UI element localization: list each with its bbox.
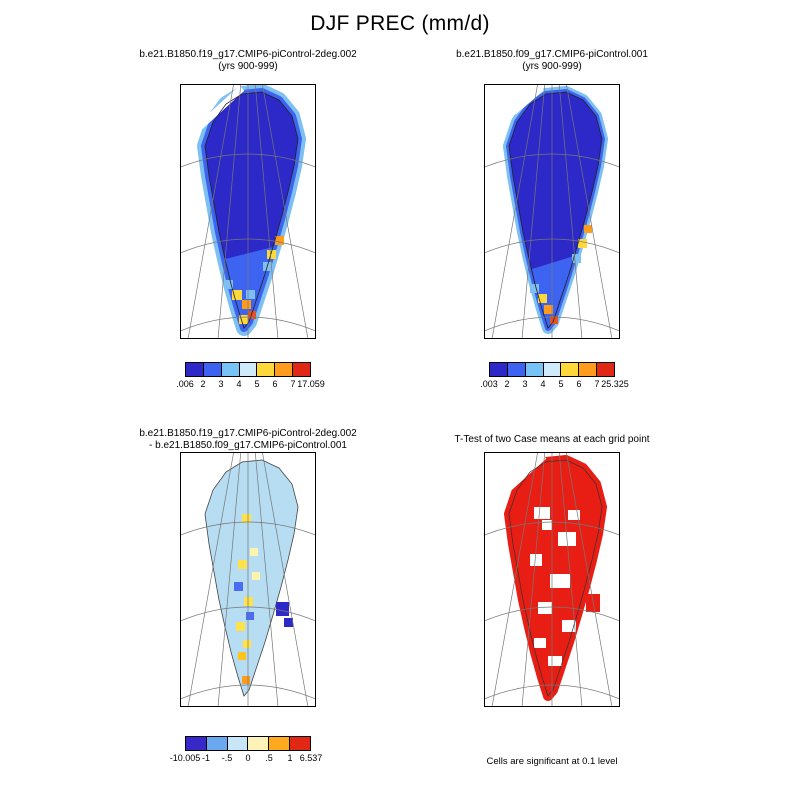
panel-title-line1: b.e21.B1850.f09_g17.CMIP6-piControl.001 [456,49,648,60]
colorbar-segment [275,363,294,376]
missing-data-gap [497,453,547,499]
precip-field [503,86,608,334]
colorbar-tick-label: 2 [200,379,206,389]
panel-title-line1: b.e21.B1850.f19_g17.CMIP6-piControl-2deg… [139,428,357,439]
colorbar-segment [186,363,204,376]
colorbar-tick-label: 4 [540,379,546,389]
map-frame [484,84,620,339]
colorbar-segment [490,363,508,376]
map-top-right [484,84,620,339]
colorbar-segment [290,737,310,750]
graticule [484,452,620,707]
panel-title-line2: (yrs 900-999) [218,60,278,72]
graticule [484,84,620,339]
colorbar-tick-label: 3 [522,379,528,389]
colorbar-tick-label: -1 [201,753,211,763]
colorbar-segment [561,363,580,376]
graticule [180,84,316,339]
map-frame [484,452,620,707]
difference-cells [234,514,293,684]
missing-data-gap [512,85,544,115]
colorbar-tick-label: 6.537 [299,753,323,763]
colorbar-segment [186,737,207,750]
colorbar-segment [597,363,615,376]
colorbar-segment [543,363,562,376]
colorbar-segment [579,363,598,376]
figure-title: DJF PREC (mm/d) [310,12,490,35]
colorbar-tick-labels: .006 2 3 4 5 6 7 17.059 [176,377,325,389]
coastline [508,459,603,697]
colorbar-tick-label: -.5 [221,753,233,763]
colorbar-top-left: .006 2 3 4 5 6 7 17.059 [176,362,325,389]
colorbar-tick-label: 2 [504,379,510,389]
colorbar-tick-labels: .003 2 3 4 5 6 7 25.325 [480,377,629,389]
colorbar-tick-label: 25.325 [601,379,629,389]
colorbar-tick-label: 5 [558,379,564,389]
significance-caption: Cells are significant at 0.1 level [486,756,618,767]
colorbar-tick-label: -10.005 [169,753,201,763]
colorbar-top-right: .003 2 3 4 5 6 7 25.325 [480,362,629,389]
colorbar-tick-labels: -10.005 -1 -.5 0 .5 1 6.537 [170,751,323,763]
panel-title-line1: T-Test of two Case means at each grid po… [454,434,650,445]
panel-title-top-left: b.e21.B1850.f19_g17.CMIP6-piControl-2deg… [98,49,398,72]
panel-title-line2: - b.e21.B1850.f09_g17.CMIP6-piControl.00… [149,439,347,451]
panel-title-line1: b.e21.B1850.f19_g17.CMIP6-piControl-2deg… [139,49,357,60]
panel-title-bottom-left: b.e21.B1850.f19_g17.CMIP6-piControl-2deg… [98,428,398,451]
difference-field [205,460,298,696]
coastline [204,459,299,697]
colorbar-segment [257,363,276,376]
colorbar-tick-label: 0 [245,753,251,763]
colorbar-segment [221,363,240,376]
colorbar-segment [227,737,249,750]
colorbar-tick-label: 7 [290,379,296,389]
colorbar-segments [489,362,615,377]
colorbar-bottom-left: -10.005 -1 -.5 0 .5 1 6.537 [170,736,323,763]
colorbar-segment [206,737,228,750]
colorbar-segment [293,363,311,376]
colorbar-tick-label: 6 [576,379,582,389]
colorbar-tick-label: .5 [265,753,273,763]
colorbar-segment [525,363,544,376]
colorbar-tick-label: 1 [287,753,293,763]
colorbar-segment [239,363,258,376]
colorbar-segment [507,363,526,376]
coastline [204,91,299,329]
panel-title-top-right: b.e21.B1850.f09_g17.CMIP6-piControl.001 … [402,49,702,72]
colorbar-segment [203,363,222,376]
map-frame [180,84,316,339]
coastline [508,91,603,329]
colorbar-segment [248,737,270,750]
colorbar-tick-label: 4 [236,379,242,389]
colorbar-tick-label: .003 [480,379,498,389]
map-frame [180,452,316,707]
graticule [180,452,316,707]
panel-title-bottom-right: T-Test of two Case means at each grid po… [402,434,702,446]
map-top-left [180,84,316,339]
colorbar-tick-label: 5 [254,379,260,389]
colorbar-segments [185,736,311,751]
colorbar-tick-label: 17.059 [297,379,325,389]
colorbar-segment [269,737,291,750]
colorbar-tick-label: 7 [594,379,600,389]
panel-title-line2: (yrs 900-999) [522,60,582,72]
colorbar-tick-label: 6 [272,379,278,389]
colorbar-tick-label: 3 [218,379,224,389]
colorbar-segments [185,362,311,377]
map-bottom-left [180,452,316,707]
missing-data-gap [191,85,245,135]
map-bottom-right [484,452,620,707]
colorbar-tick-label: .006 [176,379,194,389]
